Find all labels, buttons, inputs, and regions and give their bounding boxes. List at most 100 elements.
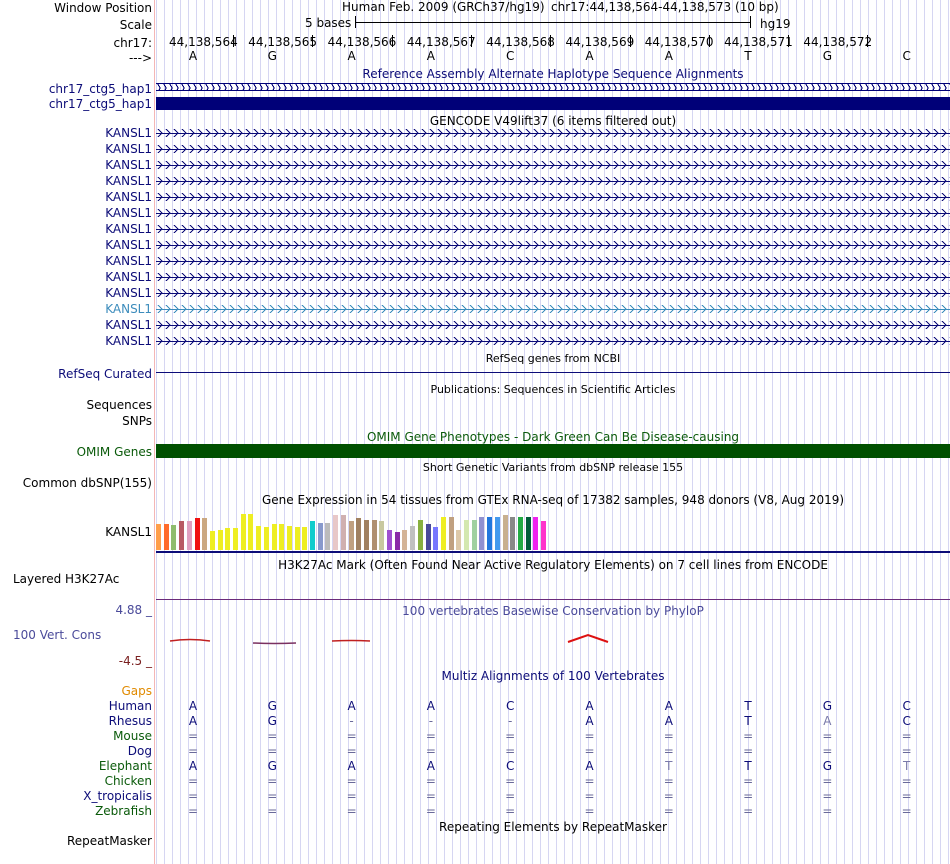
- repeatmasker-title[interactable]: Repeating Elements by RepeatMasker: [439, 820, 667, 834]
- gtex-tissue-bar[interactable]: [471, 520, 477, 550]
- gtex-tissue-bar[interactable]: [425, 524, 431, 550]
- gencode-row-label[interactable]: KANSL1: [105, 126, 152, 140]
- gencode-row-label[interactable]: KANSL1: [105, 270, 152, 284]
- gtex-tissue-bar[interactable]: [256, 526, 262, 550]
- publications-title[interactable]: Publications: Sequences in Scientific Ar…: [430, 383, 676, 396]
- gencode-transcript[interactable]: [156, 225, 950, 233]
- gencode-transcript[interactable]: [156, 289, 950, 297]
- gencode-row-label[interactable]: KANSL1: [105, 318, 152, 332]
- multiz-species-label[interactable]: Chicken: [104, 774, 152, 788]
- gtex-tissue-bar[interactable]: [502, 515, 508, 550]
- gtex-tissue-bar[interactable]: [179, 521, 185, 550]
- gtex-tissue-bar[interactable]: [317, 523, 323, 550]
- omim-title[interactable]: OMIM Gene Phenotypes - Dark Green Can Be…: [366, 430, 740, 444]
- gtex-tissue-bar[interactable]: [348, 521, 354, 550]
- multiz-species-label[interactable]: Mouse: [113, 729, 152, 743]
- gtex-tissue-bar[interactable]: [279, 524, 285, 550]
- gencode-row-label[interactable]: KANSL1: [105, 142, 152, 156]
- gtex-tissue-bar[interactable]: [163, 524, 169, 550]
- gencode-transcript[interactable]: [156, 337, 950, 345]
- gencode-transcript[interactable]: [156, 177, 950, 185]
- gtex-tissue-bar[interactable]: [171, 525, 177, 550]
- gtex-tissue-bar[interactable]: [233, 528, 238, 550]
- gtex-tissue-bar[interactable]: [363, 520, 369, 550]
- gencode-row-label[interactable]: KANSL1: [105, 206, 152, 220]
- gencode-transcript[interactable]: [156, 241, 950, 249]
- alt-haplo-label-2[interactable]: chr17_ctg5_hap1: [48, 97, 152, 111]
- gencode-transcript[interactable]: [156, 193, 950, 201]
- gencode-transcript[interactable]: [156, 257, 950, 265]
- multiz-gaps-label[interactable]: Gaps: [121, 684, 152, 698]
- gtex-tissue-bar[interactable]: [494, 517, 500, 550]
- gtex-tissue-bar[interactable]: [479, 517, 485, 550]
- refseq-title[interactable]: RefSeq genes from NCBI: [485, 352, 621, 365]
- gtex-bargraph[interactable]: [156, 506, 556, 550]
- gencode-title[interactable]: GENCODE V49lift37 (6 items filtered out): [429, 114, 677, 128]
- h3k27ac-title[interactable]: H3K27Ac Mark (Often Found Near Active Re…: [278, 558, 828, 572]
- multiz-title[interactable]: Multiz Alignments of 100 Vertebrates: [441, 669, 665, 683]
- gencode-transcript[interactable]: [156, 321, 950, 329]
- gtex-tissue-bar[interactable]: [325, 523, 331, 550]
- gencode-transcript[interactable]: [156, 145, 950, 153]
- alt-haplo-title[interactable]: Reference Assembly Alternate Haplotype S…: [362, 67, 744, 81]
- gencode-row-label[interactable]: KANSL1: [105, 286, 152, 300]
- gencode-row-label[interactable]: KANSL1: [105, 254, 152, 268]
- gtex-tissue-bar[interactable]: [371, 520, 377, 550]
- gtex-label[interactable]: KANSL1: [105, 525, 152, 539]
- gtex-tissue-bar[interactable]: [456, 530, 462, 550]
- gencode-row-label[interactable]: KANSL1: [105, 174, 152, 188]
- gtex-tissue-bar[interactable]: [225, 528, 231, 550]
- gtex-tissue-bar[interactable]: [510, 517, 516, 550]
- multiz-species-label[interactable]: Rhesus: [108, 714, 152, 728]
- dbsnp-label[interactable]: Common dbSNP(155): [22, 476, 152, 490]
- gencode-row-label[interactable]: KANSL1: [105, 334, 152, 348]
- gencode-row-label[interactable]: KANSL1: [105, 222, 152, 236]
- gtex-tissue-bar[interactable]: [209, 531, 215, 550]
- gtex-tissue-bar[interactable]: [448, 517, 454, 550]
- gtex-tissue-bar[interactable]: [440, 517, 446, 550]
- gtex-tissue-bar[interactable]: [387, 530, 392, 550]
- gtex-tissue-bar[interactable]: [333, 515, 339, 550]
- gtex-tissue-bar[interactable]: [340, 515, 346, 550]
- phylop-label[interactable]: 100 Vert. Cons: [13, 628, 102, 642]
- gtex-tissue-bar[interactable]: [240, 514, 246, 550]
- multiz-species-label[interactable]: Human: [108, 699, 152, 713]
- alt-haplo-label-1[interactable]: chr17_ctg5_hap1: [48, 82, 152, 96]
- alt-haplo-feature-2[interactable]: [156, 97, 950, 110]
- gencode-transcript[interactable]: [156, 209, 950, 217]
- alt-haplo-feature-1[interactable]: [156, 83, 950, 91]
- gtex-tissue-bar[interactable]: [379, 521, 385, 550]
- gtex-tissue-bar[interactable]: [194, 518, 200, 550]
- gtex-tissue-bar[interactable]: [410, 526, 416, 550]
- gencode-transcript[interactable]: [156, 129, 950, 137]
- refseq-feature[interactable]: [156, 372, 950, 373]
- phylop-title[interactable]: 100 vertebrates Basewise Conservation by…: [402, 604, 704, 618]
- gtex-tissue-bar[interactable]: [310, 521, 315, 550]
- omim-feature[interactable]: [156, 444, 950, 458]
- gtex-tissue-bar[interactable]: [464, 520, 469, 550]
- refseq-label[interactable]: RefSeq Curated: [58, 367, 152, 381]
- dbsnp-title[interactable]: Short Genetic Variants from dbSNP releas…: [422, 461, 684, 474]
- h3k27ac-label[interactable]: Layered H3K27Ac: [13, 572, 120, 586]
- gtex-tissue-bar[interactable]: [186, 521, 192, 550]
- multiz-species-label[interactable]: Zebrafish: [95, 804, 152, 818]
- gtex-tissue-bar[interactable]: [525, 517, 531, 550]
- gtex-tissue-bar[interactable]: [271, 524, 277, 550]
- gtex-tissue-bar[interactable]: [263, 527, 269, 550]
- gtex-tissue-bar[interactable]: [517, 517, 523, 550]
- gtex-tissue-bar[interactable]: [533, 517, 539, 550]
- gencode-row-label[interactable]: KANSL1: [105, 302, 152, 316]
- multiz-species-label[interactable]: Dog: [127, 744, 152, 758]
- gencode-row-label[interactable]: KANSL1: [105, 238, 152, 252]
- gtex-tissue-bar[interactable]: [248, 514, 254, 550]
- gtex-tissue-bar[interactable]: [286, 526, 292, 550]
- gtex-tissue-bar[interactable]: [541, 521, 546, 550]
- gencode-transcript[interactable]: [156, 161, 950, 169]
- phylop-graph[interactable]: [156, 630, 950, 650]
- gencode-row-label[interactable]: KANSL1: [105, 158, 152, 172]
- multiz-species-label[interactable]: X_tropicalis: [83, 789, 152, 803]
- gtex-tissue-bar[interactable]: [356, 518, 362, 550]
- gtex-tissue-bar[interactable]: [156, 524, 161, 550]
- publications-sequences-label[interactable]: Sequences: [86, 398, 152, 412]
